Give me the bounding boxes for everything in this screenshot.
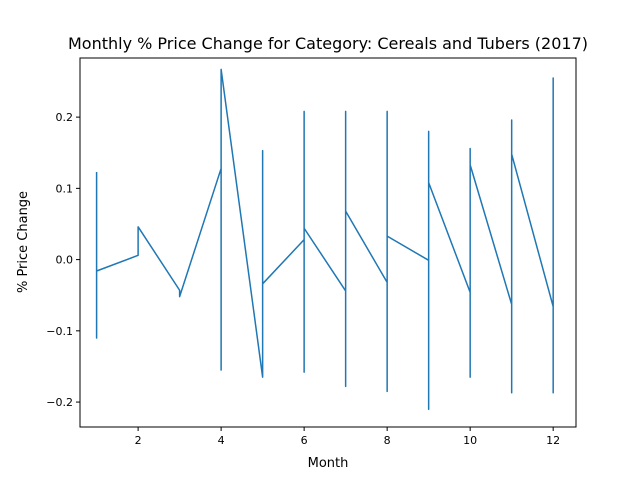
- y-tick-label: 0.2: [56, 111, 74, 124]
- y-tick-label: −0.2: [46, 396, 73, 409]
- x-tick-label: 10: [463, 434, 477, 447]
- x-tick-label: 2: [135, 434, 142, 447]
- x-tick-label: 4: [218, 434, 225, 447]
- axes-frame: [79, 57, 577, 428]
- x-axis-label: Month: [308, 456, 349, 471]
- y-tick-label: 0.0: [56, 254, 74, 267]
- y-tick-label: −0.1: [46, 325, 73, 338]
- plot-area: [95, 68, 554, 410]
- y-axis: −0.2 −0.1 0.0 0.1 0.2: [46, 111, 80, 409]
- chart-title: Monthly % Price Change for Category: Cer…: [68, 34, 588, 53]
- x-tick-label: 6: [301, 434, 308, 447]
- x-tick-label: 8: [384, 434, 391, 447]
- x-axis: 2 4 6 8 10 12: [135, 427, 560, 447]
- x-tick-label: 12: [546, 434, 560, 447]
- y-axis-label: % Price Change: [16, 191, 31, 293]
- series-line-0: [95, 68, 554, 410]
- y-tick-label: 0.1: [56, 182, 74, 195]
